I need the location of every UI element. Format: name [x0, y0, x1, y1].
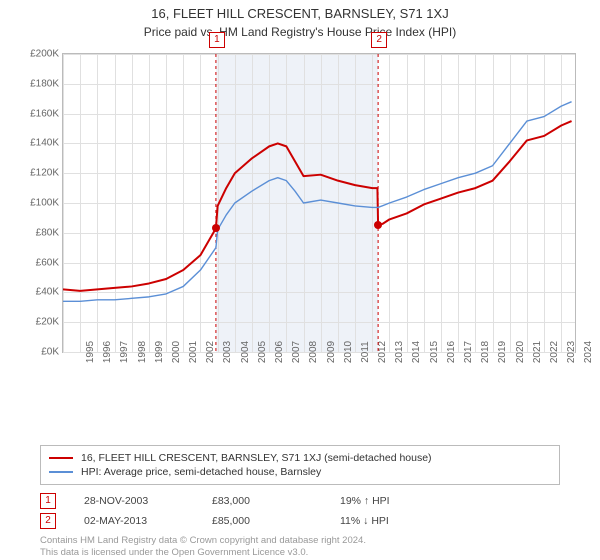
plot-area: £0K£20K£40K£60K£80K£100K£120K£140K£160K£…: [62, 53, 576, 353]
event-delta: 11% ↓ HPI: [340, 515, 440, 527]
event-list: 1 28-NOV-2003 £83,000 19% ↑ HPI 2 02-MAY-2013…: [40, 493, 560, 529]
event-row: 1 28-NOV-2003 £83,000 19% ↑ HPI: [40, 493, 560, 509]
y-tick-label: £160K: [30, 108, 63, 119]
legend-swatch: [49, 471, 73, 472]
event-price: £85,000: [212, 515, 312, 527]
legend-label: 16, FLEET HILL CRESCENT, BARNSLEY, S71 1…: [81, 452, 432, 464]
footer-line2: This data is licensed under the Open Gov…: [40, 547, 560, 559]
series-lines: [63, 54, 575, 352]
legend: 16, FLEET HILL CRESCENT, BARNSLEY, S71 1…: [40, 445, 560, 485]
footer-line1: Contains HM Land Registry data © Crown c…: [40, 535, 560, 547]
y-tick-label: £80K: [36, 227, 63, 238]
event-marker-1: 1: [209, 32, 225, 48]
legend-item: HPI: Average price, semi-detached house,…: [49, 466, 551, 478]
series-line: [63, 102, 572, 302]
event-row: 2 02-MAY-2013 £85,000 11% ↓ HPI: [40, 513, 560, 529]
y-tick-label: £120K: [30, 168, 63, 179]
y-tick-label: £200K: [30, 49, 63, 60]
y-tick-label: £60K: [36, 257, 63, 268]
y-tick-label: £100K: [30, 198, 63, 209]
sale-dot: [374, 221, 382, 229]
event-price: £83,000: [212, 495, 312, 507]
price-chart: £0K £20K £40K £60K £80K £100K £120K £140K £160K £…: [20, 47, 580, 397]
y-tick-label: £180K: [30, 78, 63, 89]
series-line: [63, 121, 572, 291]
sale-dot: [212, 224, 220, 232]
legend-swatch: [49, 457, 73, 459]
event-date: 02-MAY-2013: [84, 515, 184, 527]
event-badge: 1: [40, 493, 56, 509]
event-delta: 19% ↑ HPI: [340, 495, 440, 507]
footer: Contains HM Land Registry data © Crown c…: [40, 535, 560, 560]
title-block: 16, FLEET HILL CRESCENT, BARNSLEY, S71 1…: [0, 0, 600, 39]
event-badge: 2: [40, 513, 56, 529]
legend-item: 16, FLEET HILL CRESCENT, BARNSLEY, S71 1…: [49, 452, 551, 464]
event-marker-2: 2: [371, 32, 387, 48]
title-line1: 16, FLEET HILL CRESCENT, BARNSLEY, S71 1…: [0, 6, 600, 21]
y-tick-label: £40K: [36, 287, 63, 298]
y-tick-label: £140K: [30, 138, 63, 149]
legend-label: HPI: Average price, semi-detached house,…: [81, 466, 321, 478]
y-tick-label: £0K: [41, 347, 63, 358]
y-tick-label: £20K: [36, 317, 63, 328]
event-date: 28-NOV-2003: [84, 495, 184, 507]
title-line2: Price paid vs. HM Land Registry's House …: [0, 25, 600, 39]
